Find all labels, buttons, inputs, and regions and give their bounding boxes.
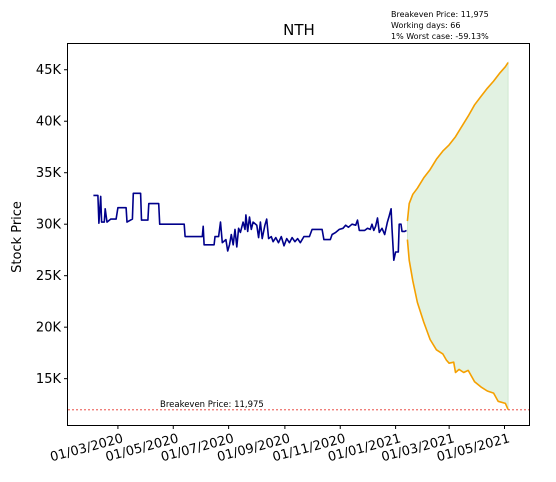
y-tick-label: 45K (36, 63, 62, 78)
y-tick-label: 25K (36, 269, 62, 284)
y-axis-ticks: 15K 20K 25K 30K 35K 40K 45K (36, 63, 68, 387)
forecast-upper-line (406, 62, 509, 222)
y-tick-label: 20K (36, 321, 62, 336)
y-tick-label: 15K (36, 372, 62, 387)
breakeven-line-group: Breakeven Price: 11,975 (68, 400, 529, 411)
breakeven-label: Breakeven Price: 11,975 (160, 400, 264, 410)
forecast-band-area (406, 61, 509, 410)
plot-frame (67, 43, 530, 426)
y-axis-label: Stock Price (10, 201, 25, 273)
y-tick-label: 35K (36, 166, 62, 181)
forecast-lower-line (406, 239, 509, 410)
series-lines (93, 62, 509, 410)
x-axis-ticks: 01/03/202001/05/202001/07/202001/09/2020… (49, 425, 512, 465)
y-tick-label: 40K (36, 115, 62, 130)
info-worst-case: 1% Worst case: -59.13% (391, 32, 489, 41)
info-working-days: Working days: 66 (391, 21, 460, 30)
y-tick-label: 30K (36, 218, 62, 233)
chart-title: NTH (283, 21, 315, 39)
historical-price-line (93, 192, 407, 262)
info-breakeven: Breakeven Price: 11,975 (391, 10, 489, 19)
confidence-band (406, 61, 509, 410)
